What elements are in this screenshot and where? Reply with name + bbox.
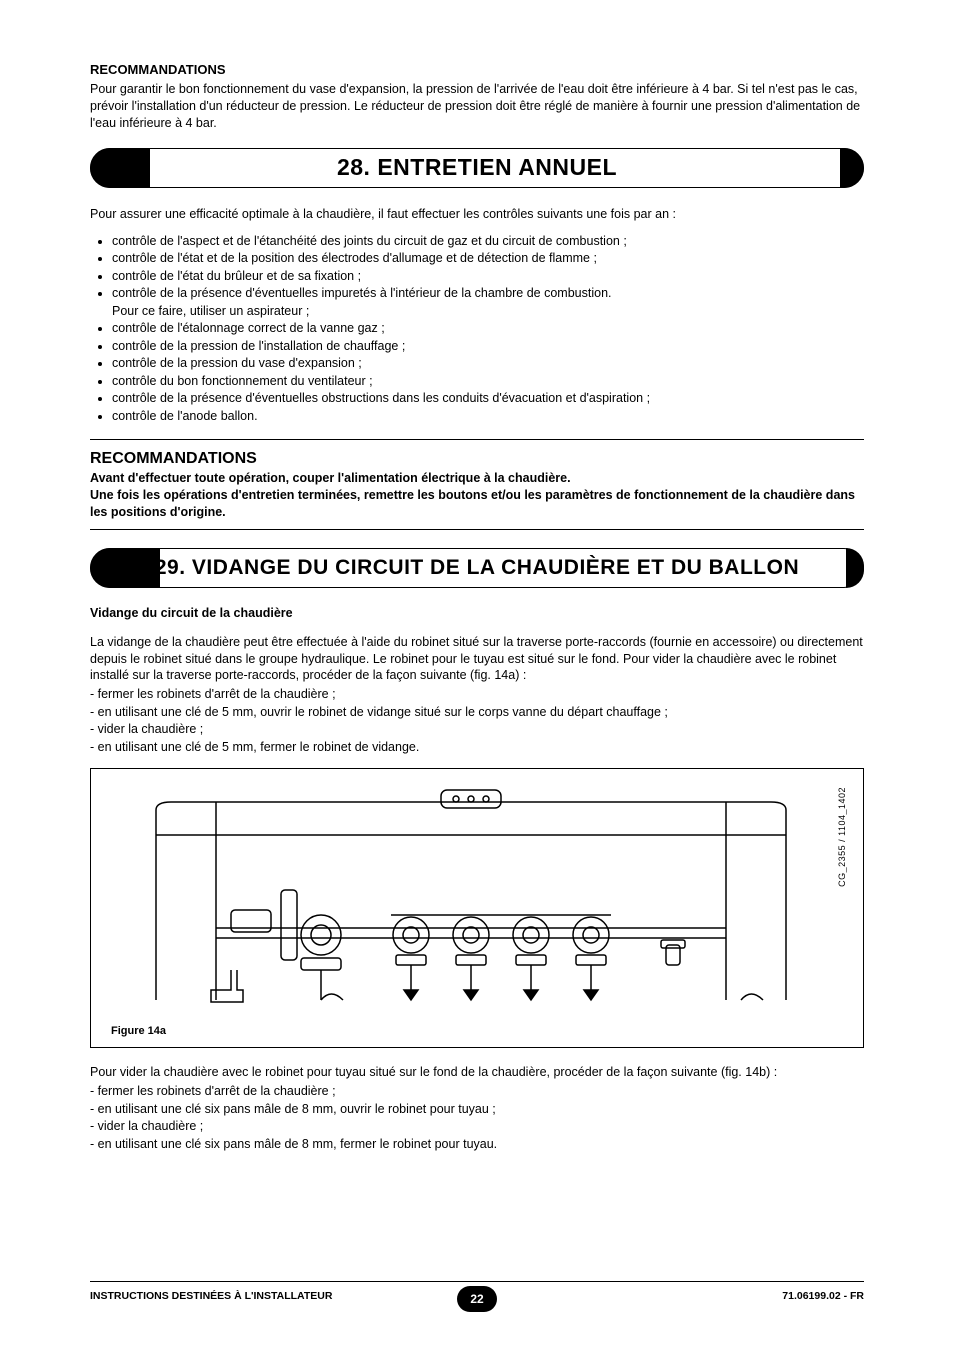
step-item: - en utilisant une clé six pans mâle de …: [90, 1136, 864, 1154]
bullet-item: contrôle de l'état et de la position des…: [112, 250, 864, 268]
footer-left: INSTRUCTIONS DESTINÉES À L'INSTALLATEUR: [90, 1290, 332, 1302]
section-29-banner: 29. VIDANGE DU CIRCUIT DE LA CHAUDIÈRE E…: [90, 548, 864, 588]
reco2-body: Avant d'effectuer toute opération, coupe…: [90, 470, 864, 521]
bullet-item: contrôle de la présence d'éventuelles ob…: [112, 390, 864, 408]
bullet-item: contrôle de l'étalonnage correct de la v…: [112, 320, 864, 338]
step-item: - vider la chaudière ;: [90, 721, 864, 739]
reco1-body: Pour garantir le bon fonctionnement du v…: [90, 81, 864, 132]
figure-caption: Figure 14a: [111, 1025, 166, 1037]
bullet-item: contrôle de la pression du vase d'expans…: [112, 355, 864, 373]
section-29-sub: Vidange du circuit de la chaudière: [90, 606, 864, 620]
step-item: - fermer les robinets d'arrêt de la chau…: [90, 1083, 864, 1101]
section-29-steps-b: - fermer les robinets d'arrêt de la chau…: [90, 1083, 864, 1153]
page-number: 22: [457, 1286, 497, 1312]
section-28-intro: Pour assurer une efficacité optimale à l…: [90, 206, 864, 223]
section-28-banner: 28. ENTRETIEN ANNUEL: [90, 148, 864, 188]
bullet-item: contrôle de l'anode ballon.: [112, 408, 864, 426]
step-item: - fermer les robinets d'arrêt de la chau…: [90, 686, 864, 704]
section-28-title: 28. ENTRETIEN ANNUEL: [90, 148, 864, 188]
section-29-para: La vidange de la chaudière peut être eff…: [90, 634, 864, 685]
reco2-heading: RECOMMANDATIONS: [90, 450, 864, 468]
bullet-item: contrôle du bon fonctionnement du ventil…: [112, 373, 864, 391]
bullet-item: contrôle de la présence d'éventuelles im…: [112, 285, 864, 320]
reco2-line2: Une fois les opérations d'entretien term…: [90, 488, 855, 519]
section-29-steps-a: - fermer les robinets d'arrêt de la chau…: [90, 686, 864, 756]
figure-14a: CG_2355 / 1104_1402: [90, 768, 864, 1048]
divider: [90, 529, 864, 530]
bullet-text: contrôle de la présence d'éventuelles im…: [112, 286, 612, 300]
figure-diagram: [121, 787, 821, 1013]
step-item: - en utilisant une clé six pans mâle de …: [90, 1101, 864, 1119]
step-item: - en utilisant une clé de 5 mm, ouvrir l…: [90, 704, 864, 722]
step-item: - en utilisant une clé de 5 mm, fermer l…: [90, 739, 864, 757]
step-item: - vider la chaudière ;: [90, 1118, 864, 1136]
divider: [90, 439, 864, 440]
section-29-title: 29. VIDANGE DU CIRCUIT DE LA CHAUDIÈRE E…: [90, 548, 864, 588]
bullet-item: contrôle de la pression de l'installatio…: [112, 338, 864, 356]
reco2-line1: Avant d'effectuer toute opération, coupe…: [90, 471, 571, 485]
bullet-item: contrôle de l'aspect et de l'étanchéité …: [112, 233, 864, 251]
footer-right: 71.06199.02 - FR: [782, 1290, 864, 1302]
bullet-item: contrôle de l'état du brûleur et de sa f…: [112, 268, 864, 286]
reco1-heading: RECOMMANDATIONS: [90, 62, 864, 77]
page-content: RECOMMANDATIONS Pour garantir le bon fon…: [0, 0, 954, 1153]
figure-code: CG_2355 / 1104_1402: [837, 787, 847, 887]
section-29-para2: Pour vider la chaudière avec le robinet …: [90, 1064, 864, 1081]
section-28-bullets: contrôle de l'aspect et de l'étanchéité …: [90, 233, 864, 426]
bullet-text: Pour ce faire, utiliser un aspirateur ;: [112, 304, 309, 318]
